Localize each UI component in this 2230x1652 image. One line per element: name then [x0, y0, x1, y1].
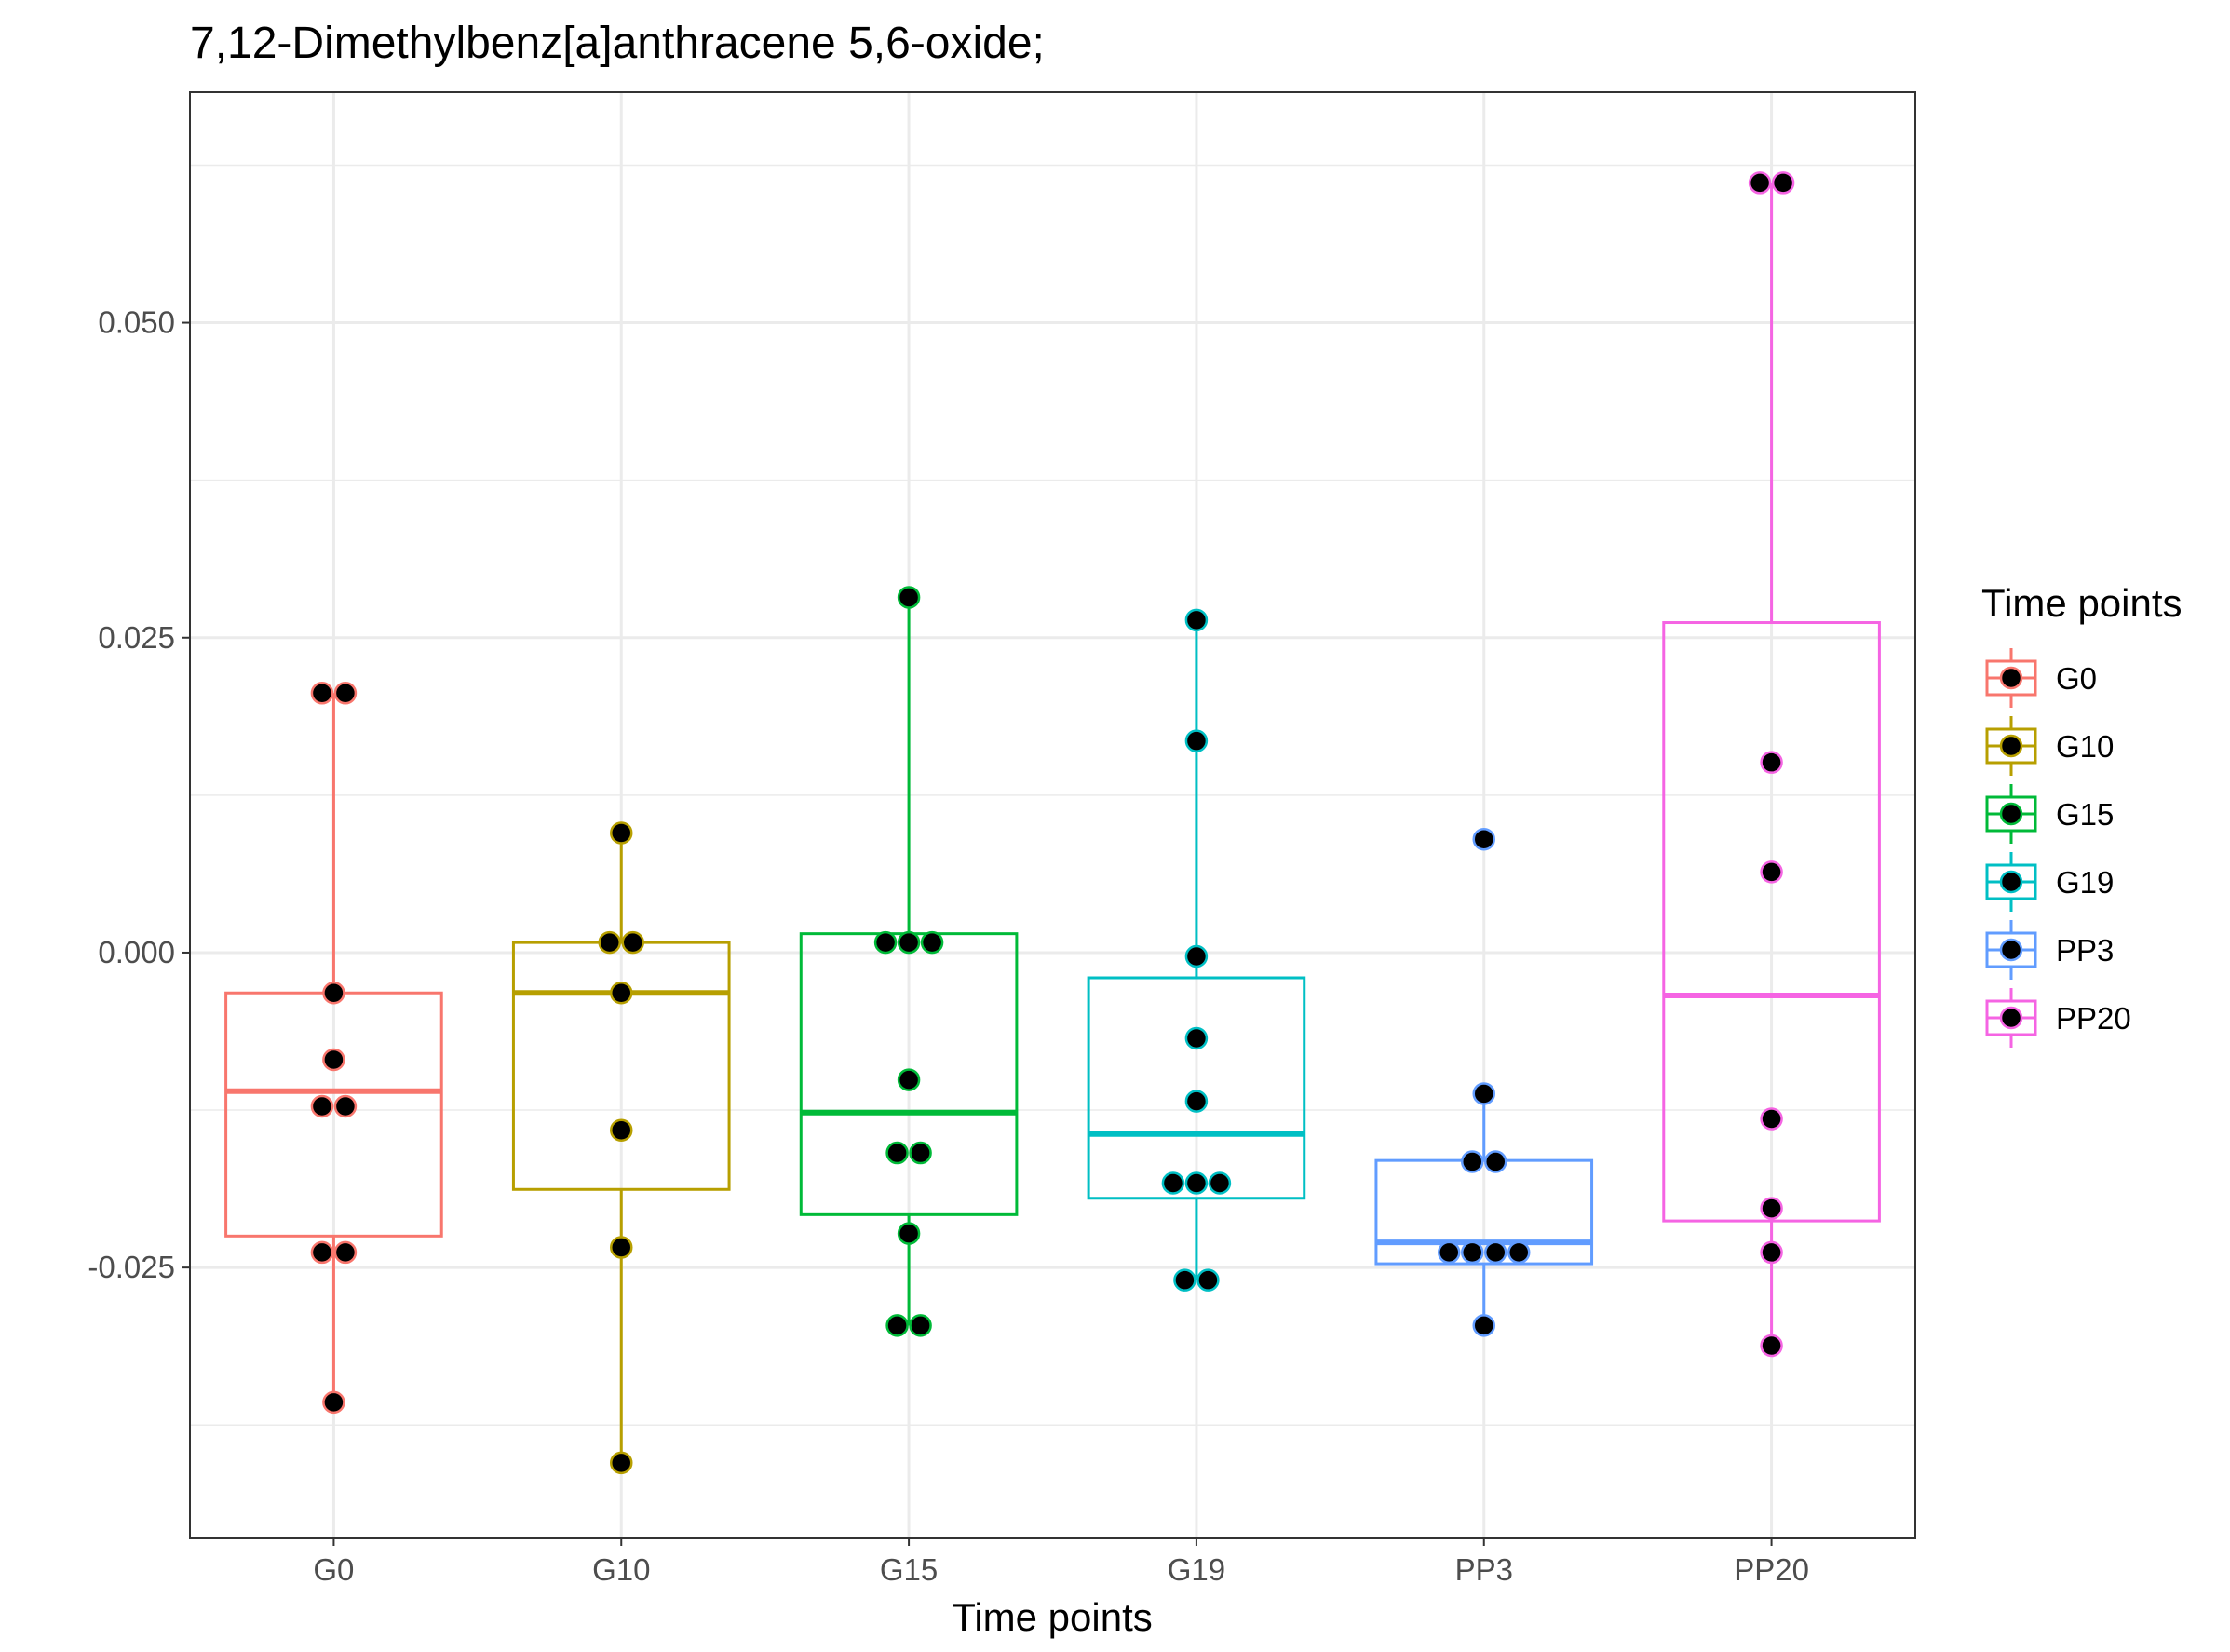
- data-point-g0: [310, 682, 334, 705]
- data-point-g0: [310, 1094, 334, 1118]
- data-point-g10: [610, 1236, 633, 1259]
- data-point-g0: [322, 1048, 345, 1072]
- data-point-g19: [1184, 944, 1209, 968]
- iqr-box: [511, 941, 731, 1191]
- data-point-pp3: [1472, 1314, 1495, 1337]
- chart-title: 7,12-Dimethylbenz[a]anthracene 5,6-oxide…: [190, 19, 1045, 68]
- data-point-pp20: [1760, 751, 1783, 774]
- data-point-pp3: [1507, 1240, 1531, 1265]
- legend-item-pp20: PP20: [1985, 988, 2131, 1048]
- data-point-g15: [897, 930, 921, 955]
- legend-key-point: [1999, 802, 2023, 826]
- x-tick-label: G0: [313, 1552, 354, 1587]
- y-axis: -0.025 0.000 0.025 0.050: [88, 305, 190, 1284]
- legend-key-point: [1999, 938, 2023, 962]
- data-point-g0: [333, 682, 358, 705]
- data-point-g15: [885, 1314, 909, 1337]
- y-tick-label: -0.025: [88, 1250, 175, 1284]
- data-point-g19: [1208, 1171, 1232, 1195]
- boxplot-g19: [1087, 619, 1306, 1280]
- x-axis-title: Time points: [952, 1595, 1153, 1639]
- x-tick-label: PP20: [1734, 1552, 1809, 1587]
- data-point-g19: [1196, 1268, 1220, 1292]
- legend-label: G19: [2056, 865, 2114, 900]
- data-point-g19: [1184, 608, 1209, 632]
- data-point-pp20: [1748, 171, 1772, 195]
- data-points: [310, 171, 1795, 1475]
- data-point-pp3: [1484, 1150, 1507, 1173]
- data-point-g19: [1161, 1171, 1185, 1195]
- legend-item-g15: G15: [1985, 784, 2114, 844]
- x-tick-label: G15: [880, 1552, 938, 1587]
- data-point-g10: [610, 981, 633, 1005]
- x-tick-label: G19: [1168, 1552, 1225, 1587]
- data-point-g19: [1184, 1026, 1209, 1050]
- legend-key-point: [1999, 734, 2023, 758]
- legend-key-point: [1999, 666, 2023, 690]
- data-point-pp3: [1472, 827, 1495, 851]
- legend-item-pp3: PP3: [1985, 920, 2114, 980]
- plot-panel-border: [189, 91, 1916, 1539]
- data-point-pp3: [1461, 1150, 1484, 1173]
- y-tick-label: 0.025: [98, 620, 175, 655]
- data-point-g15: [897, 586, 921, 609]
- legend-label: G15: [2056, 797, 2114, 832]
- data-point-pp20: [1760, 1107, 1783, 1131]
- data-point-g10: [610, 821, 633, 845]
- y-tick-label: 0.000: [98, 935, 175, 969]
- data-point-g15: [885, 1141, 909, 1165]
- iqr-box: [1374, 1158, 1594, 1266]
- data-point-g15: [873, 930, 898, 955]
- legend-items: G0 G10 G15 G19 PP3 PP20: [1985, 648, 2131, 1048]
- data-point-g15: [909, 1141, 932, 1165]
- data-point-pp20: [1760, 860, 1783, 884]
- x-axis: G0 G10 G15 G19 PP3 PP20: [313, 1538, 1809, 1587]
- data-point-g15: [920, 930, 944, 955]
- legend-item-g19: G19: [1985, 852, 2114, 912]
- legend-item-g0: G0: [1985, 648, 2097, 708]
- data-point-g0: [310, 1240, 334, 1265]
- data-point-g15: [897, 1068, 921, 1091]
- legend-label: G0: [2056, 661, 2097, 696]
- legend-label: PP20: [2056, 1001, 2131, 1036]
- data-point-pp3: [1461, 1240, 1484, 1265]
- data-point-g10: [621, 930, 644, 955]
- legend-title: Time points: [1981, 581, 2183, 625]
- data-point-g10: [598, 930, 621, 955]
- plot-background: [190, 92, 1915, 1538]
- data-point-pp3: [1484, 1240, 1507, 1265]
- legend-item-g10: G10: [1985, 716, 2114, 776]
- data-point-pp3: [1472, 1082, 1495, 1105]
- data-point-g10: [610, 1451, 633, 1475]
- data-point-g19: [1173, 1268, 1196, 1292]
- data-point-g10: [610, 1118, 633, 1142]
- iqr-box: [1087, 976, 1306, 1200]
- legend-label: PP3: [2056, 933, 2114, 968]
- data-point-g19: [1184, 1090, 1209, 1113]
- legend-key-point: [1999, 870, 2023, 894]
- data-point-g0: [322, 981, 345, 1005]
- data-point-pp20: [1771, 171, 1795, 195]
- data-point-g15: [897, 1222, 921, 1245]
- x-tick-label: G10: [592, 1552, 650, 1587]
- data-point-g0: [322, 1390, 345, 1415]
- legend-key-point: [1999, 1006, 2023, 1030]
- data-point-pp20: [1760, 1334, 1783, 1358]
- legend: Time points G0 G10 G15 G19 PP3 PP20: [1981, 581, 2183, 1048]
- data-point-g19: [1184, 1171, 1209, 1195]
- iqr-box: [1662, 621, 1881, 1223]
- data-point-g0: [333, 1094, 358, 1118]
- data-point-pp20: [1760, 1240, 1783, 1265]
- y-tick-label: 0.050: [98, 305, 175, 340]
- data-point-pp3: [1438, 1240, 1461, 1265]
- data-point-pp20: [1760, 1197, 1783, 1220]
- data-point-g15: [909, 1314, 932, 1337]
- x-tick-label: PP3: [1455, 1552, 1513, 1587]
- data-point-g0: [333, 1240, 358, 1265]
- legend-label: G10: [2056, 729, 2114, 764]
- data-point-g19: [1184, 729, 1209, 752]
